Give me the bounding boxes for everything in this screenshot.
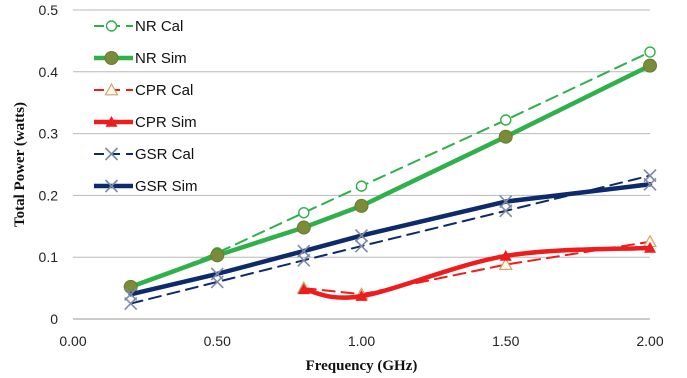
legend-label: CPR Cal bbox=[135, 82, 193, 99]
data-point bbox=[297, 253, 311, 267]
series-gsr-sim bbox=[124, 177, 657, 301]
data-point bbox=[124, 287, 138, 301]
data-point bbox=[355, 290, 368, 301]
series-line bbox=[128, 182, 653, 297]
legend-item: NR Sim bbox=[94, 50, 187, 67]
x-tick-label: 2.00 bbox=[636, 333, 663, 349]
y-tick-labels: 0 0.1 0.2 0.3 0.4 0.5 bbox=[39, 2, 59, 327]
legend-item: NR Cal bbox=[94, 18, 183, 35]
data-point bbox=[104, 147, 119, 161]
series-line bbox=[128, 63, 653, 290]
grid-lines bbox=[73, 9, 650, 258]
y-tick-label: 0.2 bbox=[39, 187, 59, 203]
legend-item: CPR Sim bbox=[94, 114, 197, 131]
data-point bbox=[499, 204, 513, 218]
series-line bbox=[129, 174, 651, 305]
x-tick-labels: 0.00 0.50 1.00 1.50 2.00 bbox=[59, 333, 663, 349]
data-point bbox=[124, 296, 138, 311]
legend-item: CPR Cal bbox=[94, 82, 193, 99]
x-axis-title: Frequency (GHz) bbox=[306, 358, 418, 374]
x-tick-label: 0.00 bbox=[59, 333, 86, 349]
series-line bbox=[302, 240, 651, 296]
data-point bbox=[355, 180, 368, 192]
data-point bbox=[296, 220, 311, 235]
series bbox=[123, 46, 658, 311]
series-cpr-sim bbox=[297, 241, 656, 301]
data-point bbox=[499, 249, 512, 261]
data-point bbox=[104, 51, 119, 65]
y-tick-label: 0 bbox=[50, 311, 58, 327]
legend-label: CPR Sim bbox=[135, 114, 197, 131]
x-tick-label: 1.50 bbox=[492, 333, 519, 349]
data-point bbox=[643, 58, 657, 73]
data-point bbox=[644, 46, 656, 58]
data-point bbox=[643, 177, 657, 191]
data-point bbox=[105, 116, 118, 127]
data-point bbox=[298, 207, 310, 219]
data-point bbox=[104, 82, 119, 96]
data-point bbox=[210, 248, 225, 263]
y-tick-label: 0.3 bbox=[39, 126, 59, 142]
data-point bbox=[354, 229, 369, 243]
data-point bbox=[499, 195, 513, 209]
x-tick-label: 0.50 bbox=[204, 333, 231, 349]
legend-item: GSR Cal bbox=[94, 146, 194, 163]
legend-label: GSR Cal bbox=[135, 146, 194, 163]
legend-label: GSR Sim bbox=[135, 178, 198, 195]
y-axis-title: Total Power (watts) bbox=[12, 102, 28, 227]
data-point bbox=[498, 129, 513, 144]
legend-item: GSR Sim bbox=[94, 178, 198, 195]
series-line bbox=[301, 245, 653, 300]
series-cpr-cal bbox=[296, 234, 658, 300]
data-point bbox=[104, 179, 119, 193]
data-point bbox=[210, 267, 224, 281]
data-point bbox=[297, 283, 310, 295]
series-line bbox=[129, 51, 651, 290]
data-point bbox=[105, 20, 118, 32]
data-point bbox=[354, 198, 369, 213]
legend-label: NR Sim bbox=[135, 50, 187, 67]
y-tick-label: 0.5 bbox=[39, 2, 59, 18]
x-tick-label: 1.00 bbox=[348, 333, 375, 349]
data-point bbox=[498, 257, 513, 271]
data-point bbox=[354, 239, 369, 253]
legend-label: NR Cal bbox=[135, 18, 183, 35]
y-tick-label: 0.1 bbox=[39, 249, 59, 265]
data-point bbox=[500, 114, 512, 126]
series-nr-sim bbox=[123, 58, 657, 294]
legend: NR Cal NR Sim CPR Cal CPR Sim GSR Cal GSR Sim bbox=[94, 18, 198, 195]
data-point bbox=[644, 241, 656, 253]
data-point bbox=[297, 244, 311, 258]
series-nr-cal bbox=[124, 46, 656, 294]
y-tick-label: 0.4 bbox=[39, 64, 59, 80]
